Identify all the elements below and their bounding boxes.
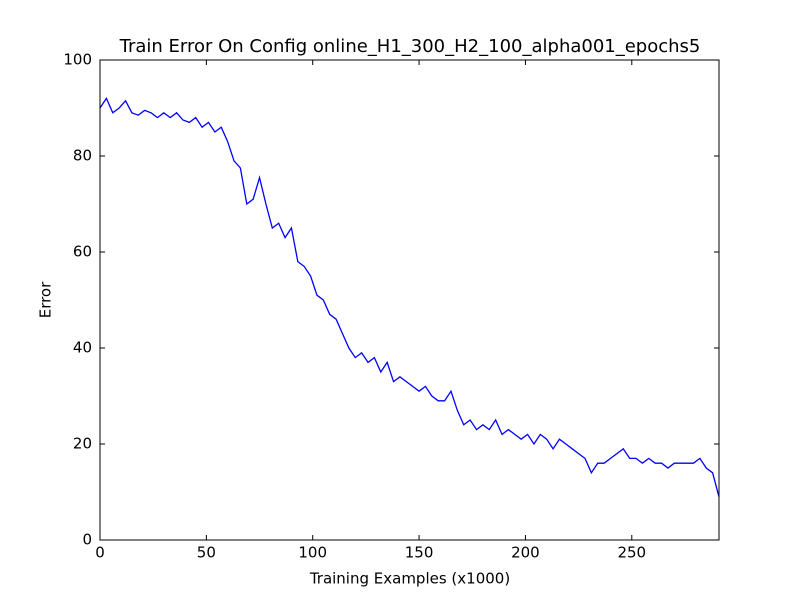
plot-frame	[99, 59, 720, 541]
x-tick-label: 100	[298, 544, 327, 562]
x-tick-label: 50	[197, 544, 216, 562]
chart-title: Train Error On Config online_H1_300_H2_1…	[119, 36, 701, 57]
y-tick-label: 40	[73, 339, 92, 357]
y-tick-label: 60	[73, 243, 92, 261]
data-line	[99, 97, 720, 497]
x-tick-label: 200	[511, 544, 540, 562]
x-tick-label: 250	[617, 544, 646, 562]
y-tick-label: 20	[73, 435, 92, 453]
y-tick-label: 0	[82, 531, 92, 549]
x-tick-label: 0	[95, 544, 105, 562]
x-axis-label: Training Examples (x1000)	[309, 570, 510, 588]
y-tick-label: 80	[73, 147, 92, 165]
x-tick-label: 150	[405, 544, 434, 562]
y-tick-label: 100	[63, 51, 92, 69]
y-axis-label: Error	[37, 281, 55, 318]
